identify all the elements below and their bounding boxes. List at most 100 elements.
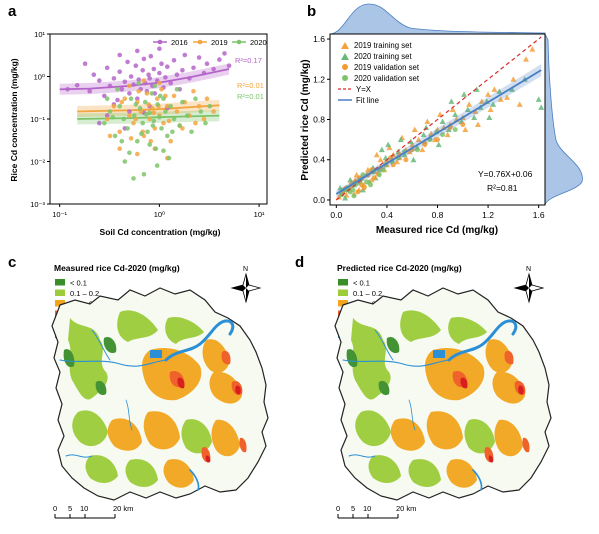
point-2019-training-set [487,106,494,112]
plot-b-lines [335,36,542,201]
plot-b-xlabel: Measured rice Cd (mg/kg) [376,225,498,236]
point-2020 [125,126,130,131]
point-2016 [133,63,139,68]
point-2020 [144,111,149,117]
point-2019 [171,93,177,99]
point-2020 [117,103,122,109]
point-2020 [177,123,182,128]
point-2019 [157,80,162,86]
right-density-curve [544,33,583,206]
point-2020-training-set [385,141,392,148]
point-2020 [151,118,157,124]
point-2016 [91,72,97,77]
point-2019-training-set [472,108,479,114]
legend-2020-validation-label: 2020 validation set [354,74,420,83]
point-2020-training-set [471,114,478,120]
point-2020 [136,80,141,86]
fit-line [335,69,542,195]
legend-swatch-0 [55,279,65,286]
x-tick-label: 0.4 [381,210,393,220]
point-2019-training-set [523,56,530,62]
point-2016 [87,88,92,94]
point-2016 [74,83,80,88]
point-2016 [97,78,102,83]
legend-2019-label: 2019 [211,38,228,47]
point-2020 [135,138,140,144]
y-tick-label: 1.2 [313,74,325,84]
point-2019 [135,151,140,157]
panel-d: d Predicted rice Cd-2020 (mg/kg) < 0.10.… [295,254,553,519]
point-2016 [135,48,140,54]
point-2020 [161,148,166,153]
point-2019-training-set [504,94,511,100]
point-2020 [121,116,127,122]
y-tick-label: 0.4 [313,155,325,165]
north-label: N [526,266,531,273]
point-2020 [171,116,177,122]
top-density-curve [329,3,546,35]
point-2016 [127,109,132,114]
point-2020 [142,99,148,105]
panel-a: a 10⁻¹ 10⁰ 10¹ 10⁻³ 10⁻² 10⁻¹ 10⁰ 10¹ Soil Cd c… [8,3,268,237]
point-2020 [119,138,125,144]
point-2020-validation-set [452,127,458,133]
point-2019 [147,116,152,122]
point-2016 [117,69,122,74]
point-2019-training-set [497,96,504,102]
point-2020 [128,96,134,101]
north-arrow-fill-icon [515,274,532,302]
plot-b-ylabel: Predicted rice Cd (mg/kg) [300,59,311,180]
point-2019-training-set [444,131,451,138]
point-2019 [144,91,150,96]
legend-2016-marker [157,39,163,45]
point-2019-training-set [516,101,523,107]
point-2016 [222,51,227,56]
scale-label: 20 km [396,504,416,513]
point-2020-training-set [420,131,427,138]
point-2019 [159,87,164,92]
point-2019-training-set [386,144,393,151]
point-2016 [119,87,125,92]
x-tick-label: 1.6 [533,210,545,220]
panel-d-letter: d [295,254,304,271]
point-2020 [168,103,173,109]
plot-a-points [65,46,232,181]
point-2019 [107,133,113,139]
legend-2020-validation-marker [342,75,348,81]
point-2020 [140,120,145,126]
point-2019 [136,88,141,94]
point-2019-validation-set [361,185,367,191]
point-2020 [137,105,143,111]
scale-label: 0 [336,504,340,513]
point-2020 [102,120,107,126]
point-2020 [115,87,120,92]
point-2020 [141,172,147,177]
point-2020 [147,142,152,147]
legend-swatch-1 [338,289,348,296]
point-2016 [107,83,113,89]
point-2019-training-set [415,136,422,143]
r2-2016-annotation: R²=0.17 [235,56,262,65]
point-2019-validation-set [460,122,466,127]
point-2019-training-set [529,46,536,52]
point-2019-training-set [419,146,426,153]
point-2020-training-set [461,91,468,97]
point-2016 [135,96,140,101]
point-2016 [226,63,232,68]
scale-label: 5 [351,504,355,513]
point-2020 [174,87,180,92]
point-2020 [139,131,144,136]
fit-r2: R²=0.81 [487,183,518,193]
legend-2016-label: 2016 [171,38,188,47]
point-2019-training-set [377,156,384,163]
point-2020 [166,155,172,161]
legend-2020-marker [236,39,242,45]
point-2019 [174,109,180,114]
point-2019 [128,136,134,141]
x-tick-label: 10⁰ [154,210,165,219]
legend-swatch-1 [55,289,65,296]
point-2019 [166,118,172,124]
legend-swatch-2 [338,300,348,307]
point-2020-training-set [538,104,545,110]
legend-2019-validation-marker [342,64,348,70]
